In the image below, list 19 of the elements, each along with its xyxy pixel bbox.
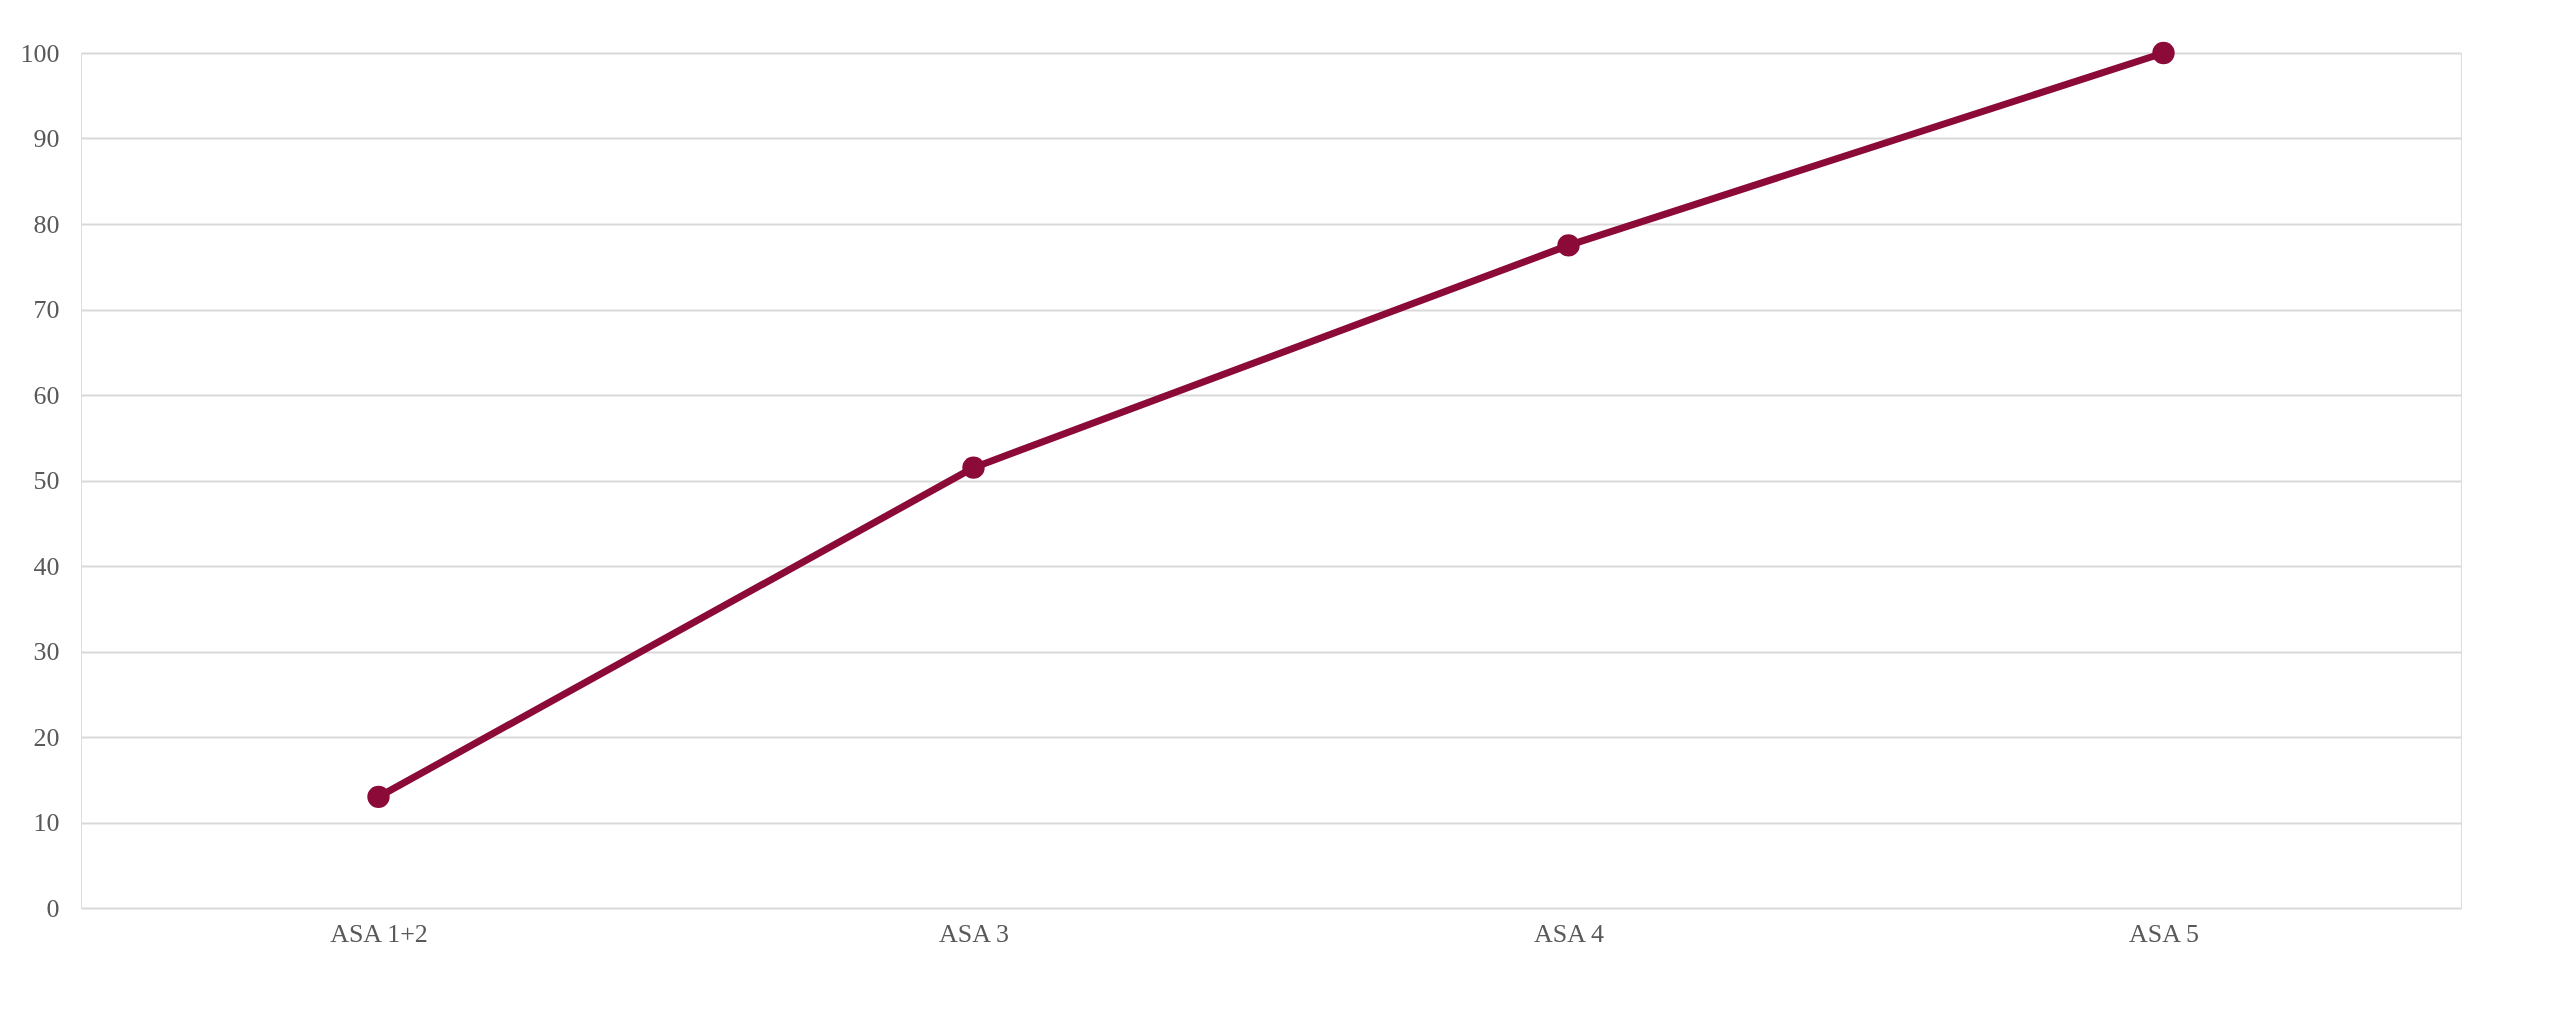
y-tick-label: 30 — [33, 637, 60, 666]
point — [2152, 41, 2175, 65]
y-tick-label: 20 — [33, 722, 60, 752]
y-tick-label: 40 — [33, 551, 60, 581]
point — [962, 456, 985, 479]
x-tick-label: ASA 4 — [1533, 918, 1605, 948]
y-tick-label: 50 — [33, 466, 60, 495]
y-tick-label: 80 — [33, 209, 60, 239]
y-tick-label: 90 — [33, 124, 60, 153]
y-tick-label: 0 — [46, 893, 60, 923]
point — [367, 785, 390, 809]
y-tick-label: 100 — [20, 38, 60, 68]
y-tick-label: 60 — [33, 380, 60, 410]
point — [1557, 234, 1580, 257]
x-tick-label: ASA 3 — [938, 918, 1010, 948]
x-tick-label: ASA 5 — [2128, 918, 2200, 948]
y-tick-label: 10 — [33, 808, 60, 837]
y-tick-label: 70 — [33, 295, 60, 324]
x-tick-label: ASA 1+2 — [330, 918, 428, 948]
